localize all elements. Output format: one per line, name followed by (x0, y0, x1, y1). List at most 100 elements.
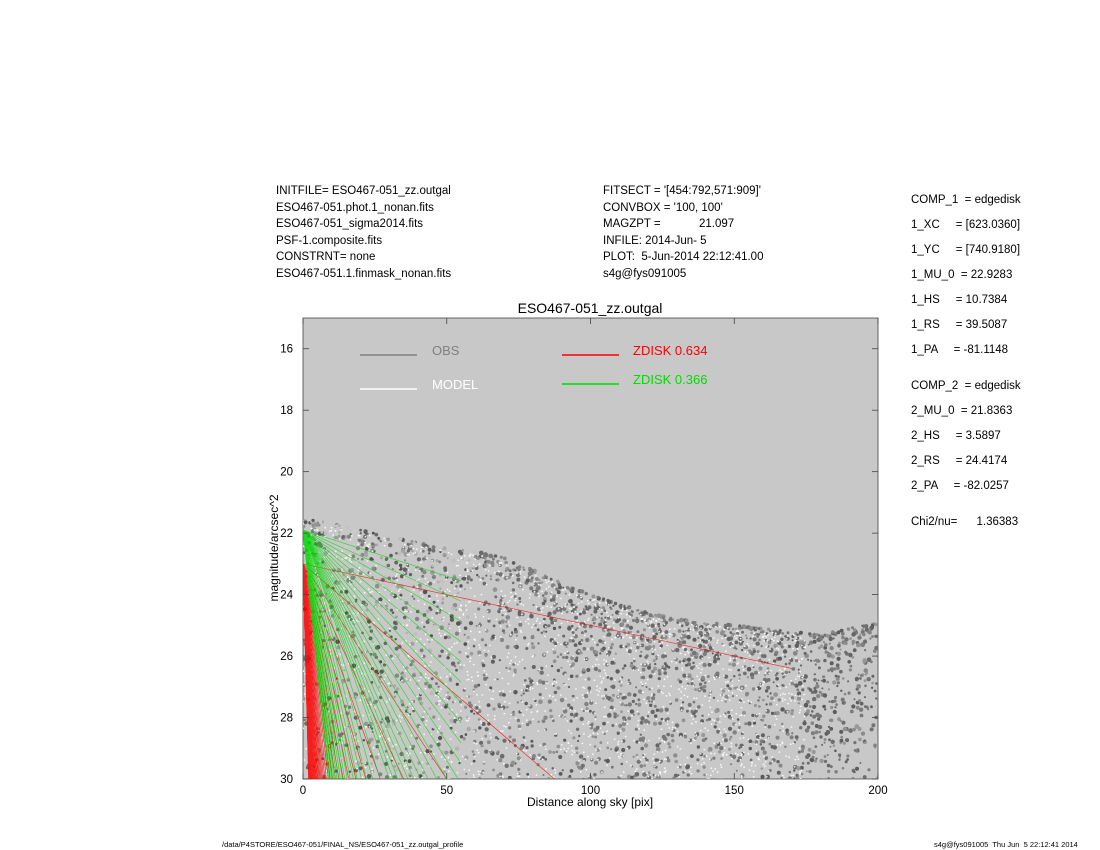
model-point (620, 774, 622, 777)
obs-point (796, 766, 801, 771)
obs-point (575, 751, 579, 755)
obs-point (678, 732, 684, 738)
model-point (779, 744, 782, 746)
obs-point (406, 549, 410, 553)
model-point (767, 736, 770, 739)
obs-point (517, 767, 521, 772)
obs-point (379, 540, 382, 543)
obs-point (781, 672, 784, 675)
model-point (465, 604, 467, 607)
model-point (737, 662, 740, 664)
model-point (421, 655, 424, 658)
model-point (773, 723, 776, 726)
obs-point (643, 743, 649, 748)
model-point (505, 747, 508, 749)
model-point (544, 729, 546, 731)
obs-point (416, 672, 421, 677)
obs-point (511, 588, 516, 592)
obs-point (616, 732, 620, 735)
obs-point (856, 642, 861, 648)
obs-point (461, 606, 466, 611)
zdisk2-curve (303, 529, 415, 779)
obs-point (851, 704, 856, 709)
model-point (685, 678, 688, 681)
model-point (406, 752, 408, 754)
model-point (712, 647, 714, 649)
model-point (387, 737, 390, 740)
obs-point (523, 636, 527, 640)
model-point (559, 786, 561, 788)
obs-point (714, 655, 717, 658)
obs-point (400, 574, 404, 579)
model-point (403, 543, 406, 546)
obs-point (820, 679, 823, 682)
model-point (540, 610, 543, 613)
model-point (784, 644, 787, 647)
obs-point (775, 791, 778, 794)
model-point (643, 729, 646, 732)
model-point (468, 786, 470, 788)
model-point (751, 664, 754, 667)
obs-point (533, 571, 537, 574)
model-point (521, 722, 524, 725)
model-point (551, 683, 554, 686)
obs-point (361, 600, 366, 605)
obs-point (518, 622, 523, 627)
model-point (730, 669, 732, 671)
model-point (655, 620, 658, 622)
obs-point (782, 649, 788, 654)
model-point (772, 787, 774, 789)
model-point (798, 695, 801, 697)
obs-point (855, 766, 859, 771)
obs-point (620, 710, 623, 714)
obs-point (425, 609, 430, 614)
model-point (438, 703, 440, 706)
obs-point (658, 721, 662, 726)
model-point (447, 756, 450, 759)
model-point (478, 654, 481, 657)
model-point (730, 745, 733, 748)
obs-point (854, 724, 860, 729)
model-point (465, 575, 468, 578)
obs-point (323, 531, 328, 536)
model-point (570, 608, 573, 610)
obs-point (459, 584, 463, 588)
obs-point (818, 778, 822, 779)
model-point (744, 650, 747, 653)
model-point (715, 656, 718, 658)
model-point (622, 607, 624, 610)
obs-point (646, 714, 650, 718)
obs-point (485, 574, 488, 577)
obs-point (492, 707, 496, 711)
model-point (784, 673, 787, 676)
model-point (737, 630, 740, 632)
obs-point (552, 751, 556, 754)
obs-point (563, 738, 567, 742)
model-point (719, 790, 721, 792)
obs-point (507, 575, 511, 580)
obs-point (720, 757, 723, 760)
model-point (467, 601, 470, 603)
model-point (487, 714, 489, 717)
model-point (599, 687, 601, 690)
obs-point (582, 608, 585, 611)
model-point (764, 726, 767, 728)
obs-point (565, 586, 570, 590)
obs-point (818, 690, 822, 694)
obs-point (841, 720, 846, 725)
obs-point (862, 626, 865, 629)
obs-point (602, 597, 606, 601)
model-point (474, 639, 477, 642)
obs-point (348, 770, 352, 773)
model-point (303, 759, 306, 761)
model-point (544, 635, 546, 638)
model-point (765, 709, 768, 712)
obs-point (764, 689, 769, 693)
obs-point (661, 665, 665, 669)
model-point (424, 665, 426, 667)
obs-point (781, 722, 784, 726)
model-point (792, 715, 795, 718)
model-point (554, 768, 556, 771)
model-point (479, 720, 482, 723)
